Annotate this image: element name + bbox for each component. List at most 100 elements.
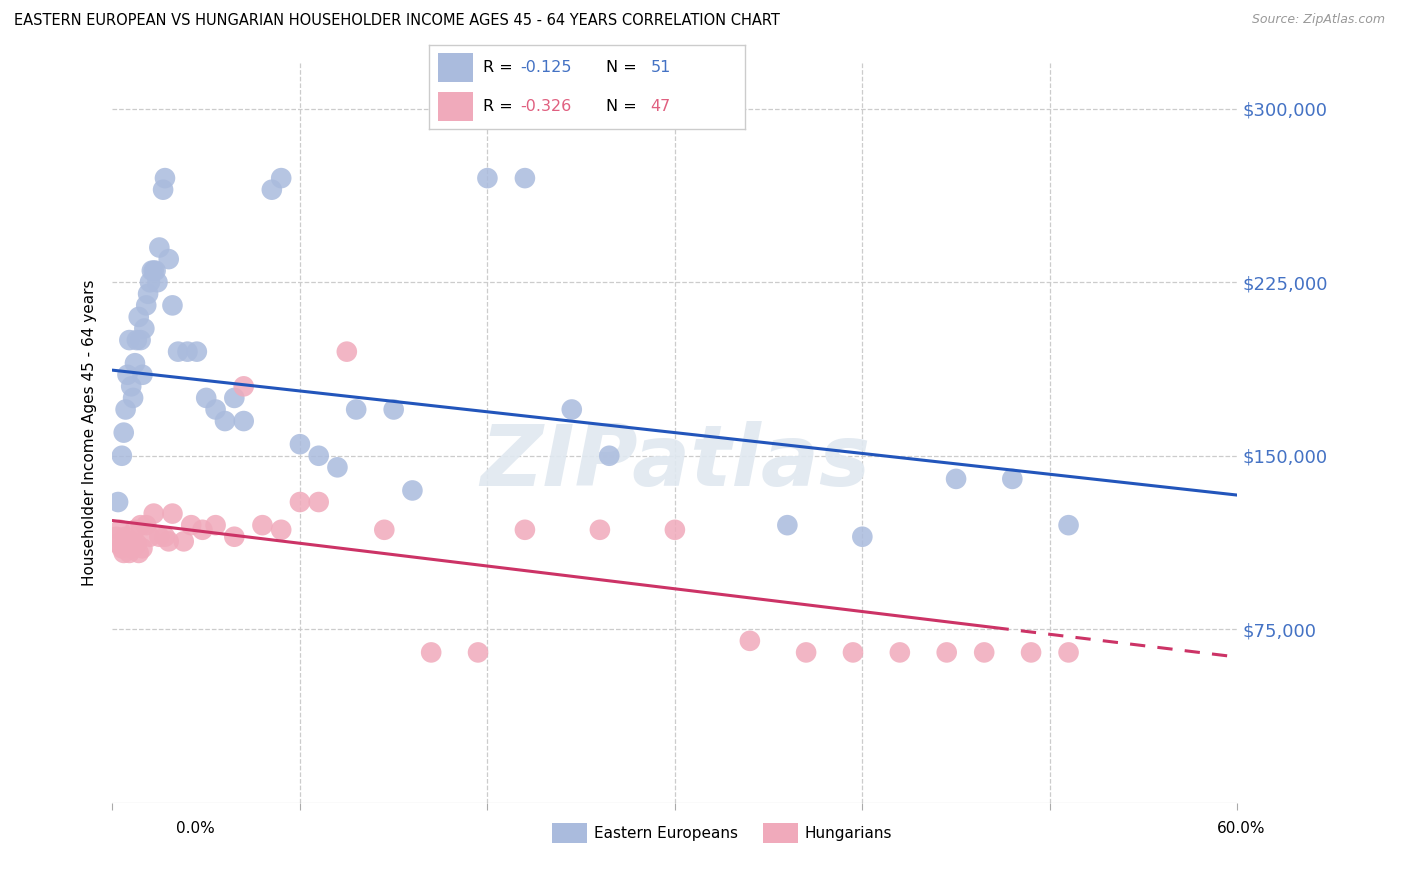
Point bbox=[513, 171, 536, 186]
Point bbox=[105, 530, 128, 544]
Point bbox=[120, 534, 142, 549]
Point bbox=[142, 263, 165, 277]
Point bbox=[513, 523, 536, 537]
Point bbox=[152, 183, 174, 197]
FancyBboxPatch shape bbox=[439, 92, 472, 120]
Point bbox=[114, 402, 136, 417]
Point bbox=[664, 523, 686, 537]
Point bbox=[162, 298, 184, 312]
Text: R =: R = bbox=[482, 60, 517, 75]
Point bbox=[128, 546, 150, 560]
Text: EASTERN EUROPEAN VS HUNGARIAN HOUSEHOLDER INCOME AGES 45 - 64 YEARS CORRELATION : EASTERN EUROPEAN VS HUNGARIAN HOUSEHOLDE… bbox=[14, 13, 780, 29]
Point bbox=[114, 530, 136, 544]
Point bbox=[107, 536, 129, 550]
Point bbox=[336, 344, 359, 359]
Point bbox=[204, 402, 226, 417]
Point bbox=[173, 534, 195, 549]
Point bbox=[344, 402, 367, 417]
Point bbox=[794, 645, 817, 659]
Point bbox=[131, 368, 153, 382]
Text: 51: 51 bbox=[651, 60, 671, 75]
Point bbox=[252, 518, 274, 533]
FancyBboxPatch shape bbox=[439, 54, 472, 82]
Point bbox=[270, 171, 292, 186]
Point bbox=[373, 523, 395, 537]
Point bbox=[270, 523, 292, 537]
Point bbox=[308, 495, 330, 509]
Point bbox=[124, 356, 146, 370]
Text: N =: N = bbox=[606, 99, 643, 114]
Point bbox=[842, 645, 865, 659]
Y-axis label: Householder Income Ages 45 - 64 years: Householder Income Ages 45 - 64 years bbox=[82, 279, 97, 586]
Point bbox=[191, 523, 214, 537]
Point bbox=[141, 263, 163, 277]
Point bbox=[935, 645, 957, 659]
Text: R =: R = bbox=[482, 99, 517, 114]
Point bbox=[477, 171, 499, 186]
Point bbox=[120, 379, 142, 393]
Point bbox=[124, 523, 146, 537]
Point bbox=[139, 530, 162, 544]
Point bbox=[598, 449, 620, 463]
Point bbox=[1001, 472, 1024, 486]
Point bbox=[204, 518, 226, 533]
Point bbox=[157, 252, 180, 266]
Point bbox=[1019, 645, 1042, 659]
Point bbox=[224, 391, 246, 405]
Point bbox=[136, 286, 159, 301]
Point bbox=[232, 379, 254, 393]
Point bbox=[382, 402, 405, 417]
Point bbox=[142, 507, 165, 521]
Point bbox=[153, 530, 176, 544]
Point bbox=[118, 333, 141, 347]
Point bbox=[326, 460, 349, 475]
Point bbox=[467, 645, 489, 659]
Text: -0.125: -0.125 bbox=[520, 60, 572, 75]
Point bbox=[111, 541, 134, 556]
Point bbox=[186, 344, 208, 359]
Point bbox=[135, 298, 157, 312]
Point bbox=[111, 449, 134, 463]
Point bbox=[195, 391, 218, 405]
Text: 47: 47 bbox=[651, 99, 671, 114]
Point bbox=[973, 645, 995, 659]
Point bbox=[117, 368, 139, 382]
Point bbox=[118, 546, 141, 560]
Point bbox=[148, 530, 170, 544]
Point bbox=[167, 344, 190, 359]
Point bbox=[129, 333, 152, 347]
Point bbox=[157, 534, 180, 549]
Point bbox=[945, 472, 967, 486]
Point bbox=[738, 633, 761, 648]
Point bbox=[134, 321, 156, 335]
Point bbox=[146, 275, 169, 289]
Point bbox=[561, 402, 583, 417]
Point bbox=[122, 541, 145, 556]
Point bbox=[128, 310, 150, 324]
Text: 0.0%: 0.0% bbox=[176, 821, 215, 836]
Point bbox=[420, 645, 443, 659]
Point bbox=[232, 414, 254, 428]
Point bbox=[122, 391, 145, 405]
Point bbox=[125, 333, 148, 347]
Point bbox=[129, 518, 152, 533]
Text: Eastern Europeans: Eastern Europeans bbox=[593, 826, 738, 840]
Point bbox=[889, 645, 911, 659]
Point bbox=[776, 518, 799, 533]
Point bbox=[288, 495, 311, 509]
Text: Hungarians: Hungarians bbox=[806, 826, 893, 840]
Point bbox=[112, 425, 135, 440]
Point bbox=[112, 546, 135, 560]
Point bbox=[176, 344, 198, 359]
Point bbox=[1057, 518, 1080, 533]
Point bbox=[131, 541, 153, 556]
Text: 60.0%: 60.0% bbox=[1218, 821, 1265, 836]
Point bbox=[117, 536, 139, 550]
Point bbox=[224, 530, 246, 544]
Point bbox=[214, 414, 236, 428]
Point bbox=[308, 449, 330, 463]
Point bbox=[139, 275, 162, 289]
Point bbox=[401, 483, 423, 498]
Point bbox=[148, 240, 170, 255]
Point bbox=[145, 263, 167, 277]
